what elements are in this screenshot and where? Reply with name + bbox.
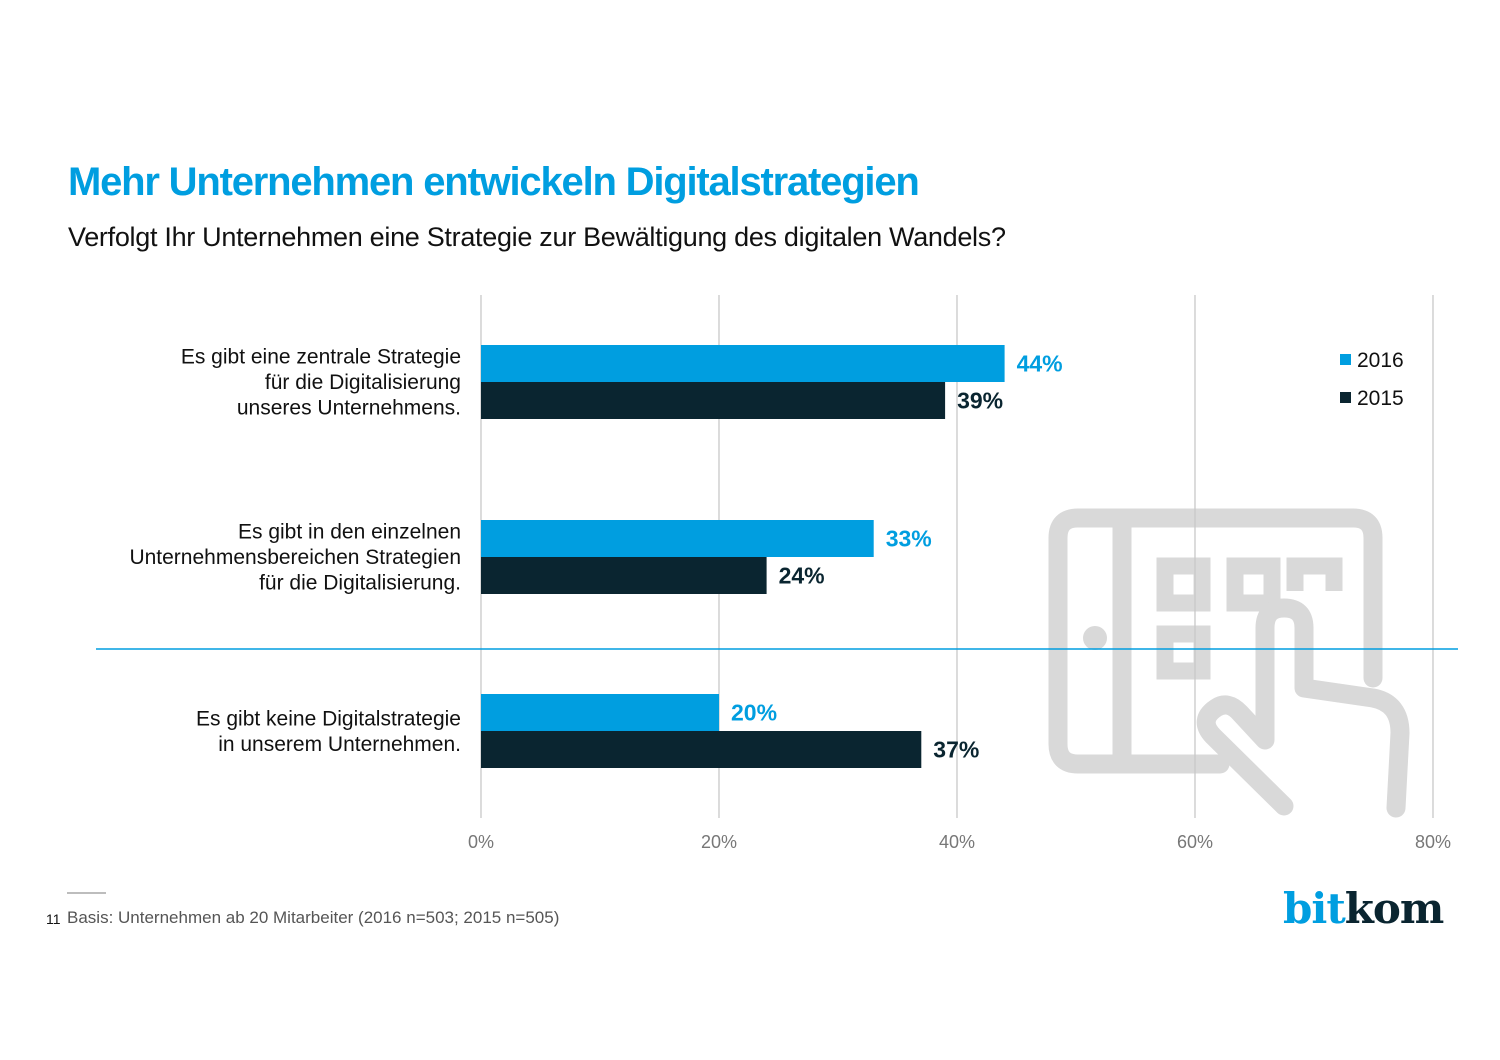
logo-part-kom: kom (1344, 884, 1445, 933)
pointing-hand (1196, 598, 1410, 818)
category-label: Es gibt in den einzelnen Unternehmensbere… (129, 521, 461, 595)
bar-2016 (481, 520, 874, 557)
category-label-line: unseres Unternehmens. (237, 397, 461, 420)
category-label-line: Es gibt keine Digitalstrategie (196, 707, 461, 730)
bar-2016 (481, 345, 1005, 382)
x-tick-label: 40% (939, 832, 975, 852)
tablet-frame (1048, 508, 1383, 774)
value-label-2016: 20% (731, 700, 777, 726)
value-label-2015: 24% (779, 563, 825, 589)
chart-title: Mehr Unternehmen entwickeln Digitalstrat… (68, 160, 920, 204)
category-label-line: Es gibt in den einzelnen (238, 521, 461, 544)
category-label-line: Es gibt eine zentrale Strategie (181, 346, 461, 369)
value-label-2015: 37% (933, 737, 979, 763)
tablet-touch-icon (1048, 508, 1410, 818)
app-tile (1156, 625, 1211, 680)
legend-label-2015: 2015 (1357, 387, 1404, 410)
x-tick-label: 80% (1415, 832, 1451, 852)
value-label-2016: 44% (1017, 351, 1063, 377)
category-label-line: Unternehmensbereichen Strategien (129, 546, 461, 569)
category-labels: Es gibt eine zentrale Strategie für die D… (129, 346, 461, 756)
app-tile (1286, 557, 1343, 591)
x-tick-label: 20% (701, 832, 737, 852)
app-tile (1226, 557, 1281, 612)
x-tick-label: 0% (468, 832, 494, 852)
logo-part-bit: bit (1283, 884, 1346, 933)
category-label-line: in unserem Unternehmen. (218, 733, 461, 756)
bar-2015 (481, 731, 922, 768)
bars (481, 345, 1005, 768)
value-labels: 44% 39% 33% 24% 20% 37% (731, 351, 1063, 763)
x-tick-label: 60% (1177, 832, 1213, 852)
category-label: Es gibt keine Digitalstrategie in unserem… (196, 707, 461, 756)
bar-2015 (481, 557, 767, 594)
bitkom-logo: bitkom (1283, 884, 1445, 933)
bar-2015 (481, 382, 946, 419)
value-label-2015: 39% (957, 388, 1003, 414)
x-axis-tick-labels: 0% 20% 40% 60% 80% (468, 832, 1451, 852)
chart-subtitle: Verfolgt Ihr Unternehmen eine Strategie … (68, 222, 1006, 252)
legend-label-2016: 2016 (1357, 349, 1404, 372)
category-label-line: für die Digitalisierung. (259, 572, 461, 595)
legend-swatch-2016 (1340, 354, 1351, 365)
app-tile (1156, 557, 1211, 612)
legend-swatch-2015 (1340, 392, 1351, 403)
category-label: Es gibt eine zentrale Strategie für die D… (181, 346, 461, 420)
page-number: 11 (46, 911, 61, 927)
category-label-line: für die Digitalisierung (265, 371, 461, 394)
home-button-dot (1083, 626, 1107, 650)
footnote-basis: Basis: Unternehmen ab 20 Mitarbeiter (20… (67, 908, 560, 927)
legend: 2016 2015 (1340, 349, 1404, 410)
bar-2016 (481, 694, 719, 731)
value-label-2016: 33% (886, 526, 932, 552)
footnote-divider (67, 892, 106, 894)
